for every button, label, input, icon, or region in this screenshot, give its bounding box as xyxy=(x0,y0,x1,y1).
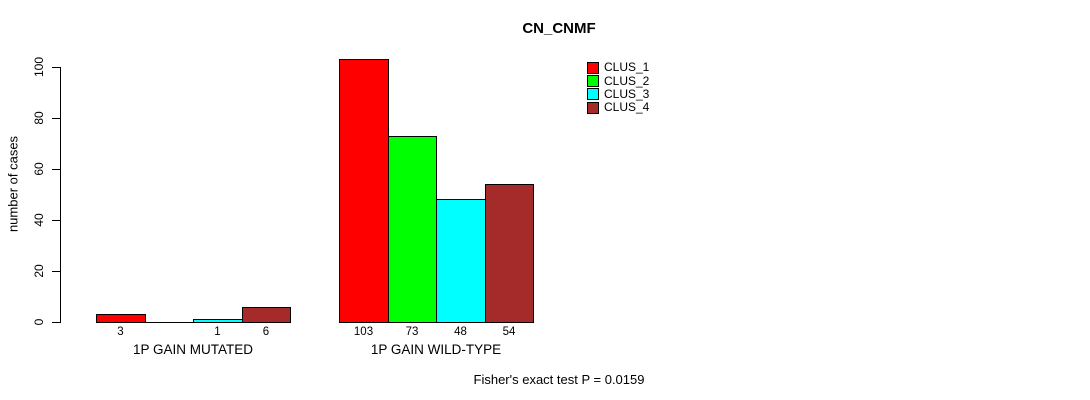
y-tick-label: 80 xyxy=(32,111,46,125)
y-axis-tick xyxy=(52,220,60,221)
y-axis-tick xyxy=(52,169,60,170)
legend-item: CLUS_2 xyxy=(587,73,650,88)
category-label: 1P GAIN MUTATED xyxy=(132,342,254,357)
legend-label: CLUS_1 xyxy=(604,60,650,75)
legend-item: CLUS_4 xyxy=(587,101,649,114)
y-axis-tick xyxy=(52,67,60,68)
chart-title: CN_CNMF xyxy=(522,20,596,37)
bar-clus_4 xyxy=(242,307,291,323)
y-axis-line xyxy=(60,67,61,323)
legend: CLUS_1 CLUS_2 CLUS_3 CLUS_4 xyxy=(587,61,649,115)
bar-value-label: 54 xyxy=(502,326,516,338)
bar-value-label: 73 xyxy=(405,326,419,338)
y-tick-label: 100 xyxy=(32,56,46,78)
legend-swatch xyxy=(587,101,599,114)
legend-swatch xyxy=(587,75,599,88)
y-tick-label: 60 xyxy=(32,162,46,176)
legend-swatch xyxy=(587,61,599,74)
y-axis-tick xyxy=(52,322,60,323)
bar-clus_2 xyxy=(388,136,437,323)
legend-label: CLUS_3 xyxy=(604,86,650,101)
bar-clus_4 xyxy=(485,184,534,323)
legend-label: CLUS_2 xyxy=(604,73,650,88)
legend-label: CLUS_4 xyxy=(604,100,650,115)
bar-clus_1 xyxy=(96,314,146,323)
bar-clus_1 xyxy=(339,59,389,323)
legend-swatch xyxy=(587,88,599,101)
annotation-text: Fisher's exact test P = 0.0159 xyxy=(473,372,645,387)
bar-value-label: 6 xyxy=(262,326,270,338)
y-tick-label: 0 xyxy=(32,318,46,326)
legend-item: CLUS_3 xyxy=(587,86,650,101)
category-label: 1P GAIN WILD-TYPE xyxy=(370,342,502,357)
bar-value-label: 103 xyxy=(353,326,374,338)
bar-clus_3 xyxy=(436,199,486,323)
y-tick-label: 40 xyxy=(32,213,46,227)
bar-clus_3 xyxy=(193,319,243,323)
y-axis-tick xyxy=(52,271,60,272)
y-axis-tick xyxy=(52,118,60,119)
y-tick-label: 20 xyxy=(32,264,46,278)
bar-value-label: 1 xyxy=(214,326,221,338)
legend-item: CLUS_1 xyxy=(587,61,649,74)
bar-value-label: 48 xyxy=(454,326,467,338)
bar-value-label: 3 xyxy=(117,326,124,338)
